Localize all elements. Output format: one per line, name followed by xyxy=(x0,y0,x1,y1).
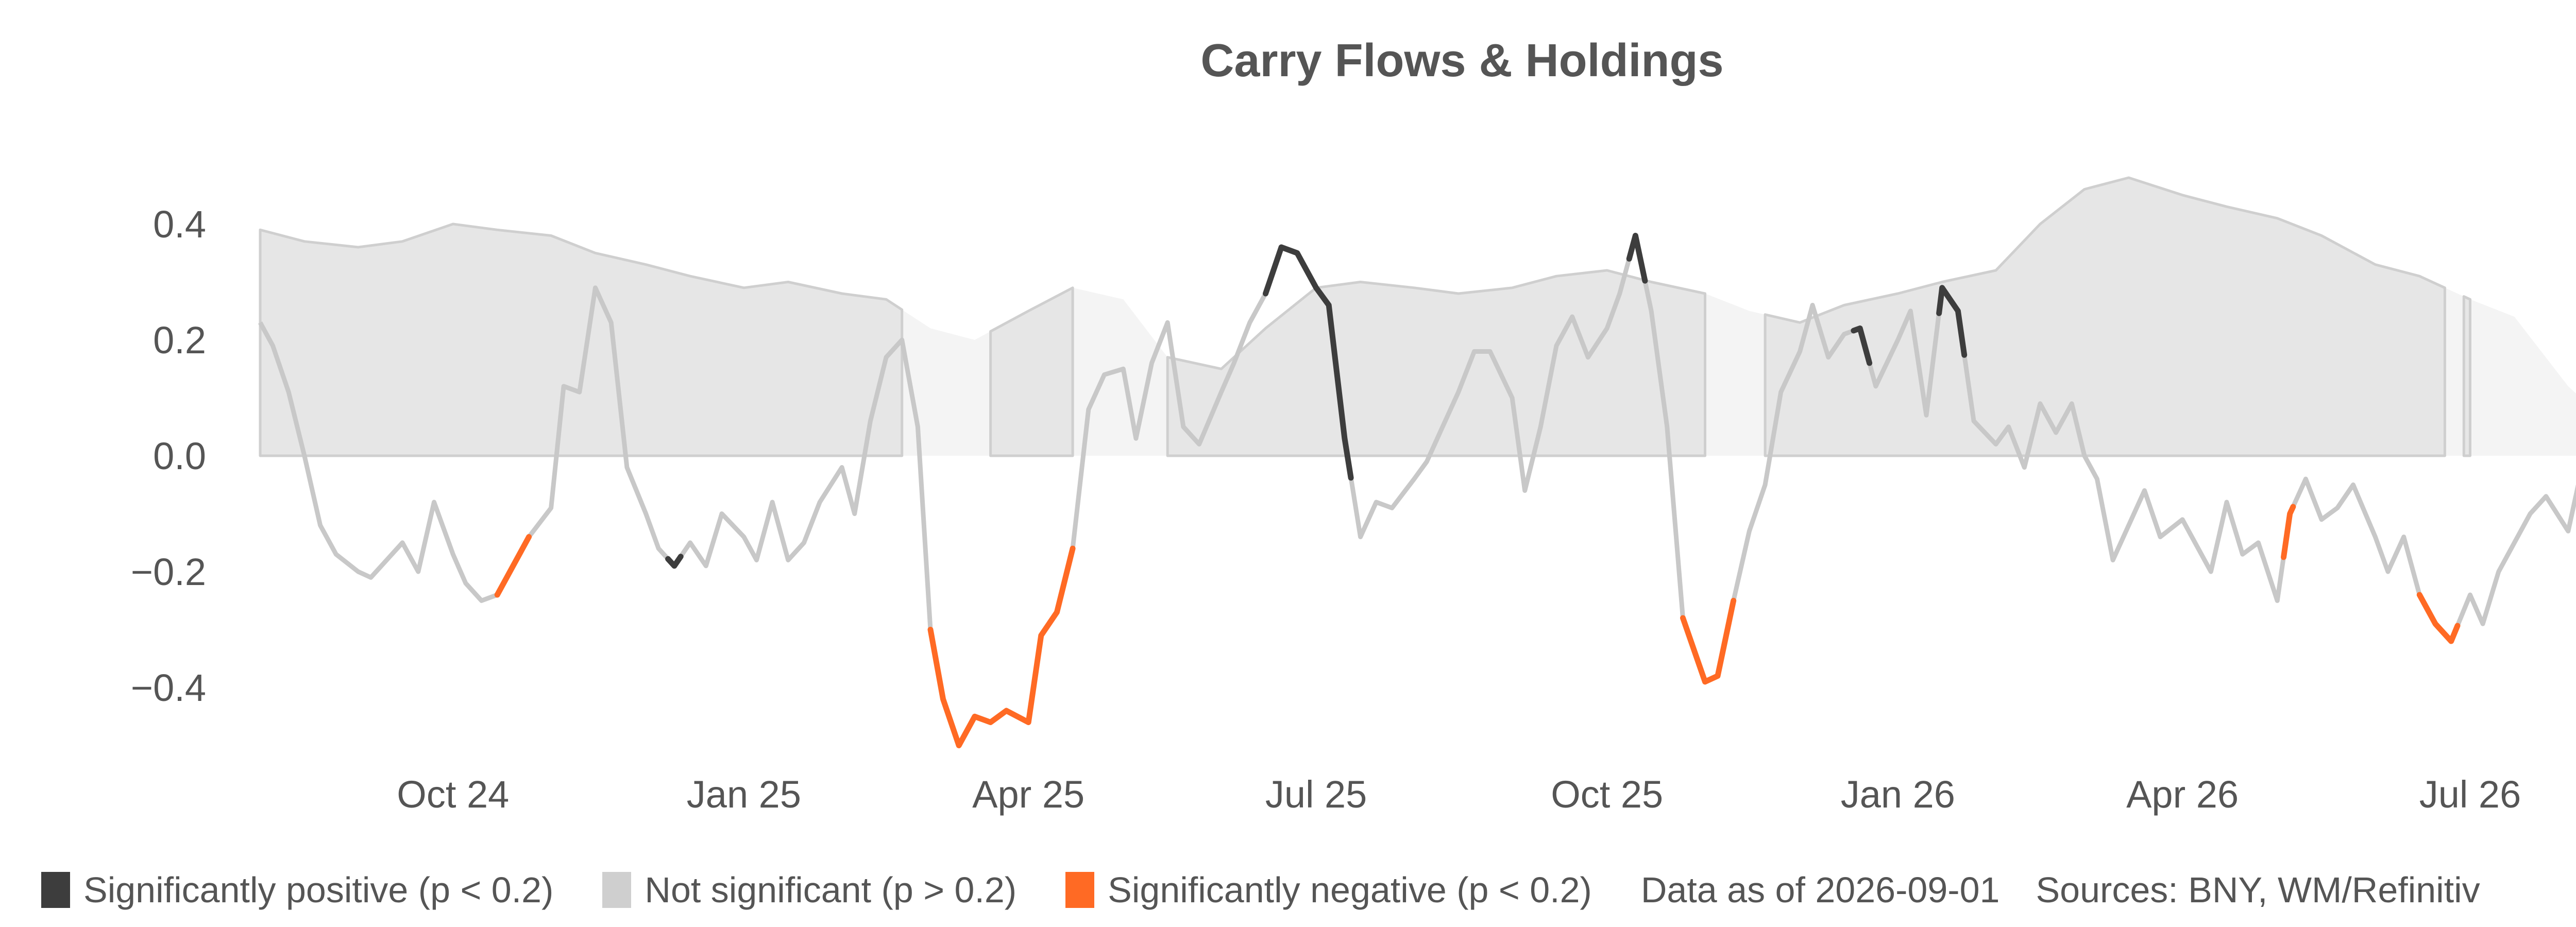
legend-swatch-negative xyxy=(1065,872,1095,908)
legend-item-negative: Significantly negative (p < 0.2) xyxy=(1065,869,1592,911)
flows-significant-negative-1 xyxy=(927,545,1076,748)
holdings-area-3 xyxy=(1764,176,2446,457)
legend-swatch-not-significant xyxy=(602,872,632,908)
legend-swatch-positive xyxy=(41,872,70,908)
flows-significant-negative-3 xyxy=(2281,504,2296,560)
flows-significant-positive-2 xyxy=(1626,233,1648,284)
flows-significant-negative-0 xyxy=(494,534,532,598)
flows-significant-positive-1 xyxy=(1263,244,1354,481)
holdings-area-layer xyxy=(259,176,2576,457)
legend-item-not-significant: Not significant (p > 0.2) xyxy=(602,869,1016,911)
y-tick-label: 0.2 xyxy=(153,319,206,362)
x-tick-label: Jul 26 xyxy=(2419,773,2521,816)
x-tick-label: Jan 25 xyxy=(687,773,801,816)
flows-line-layer xyxy=(258,233,2576,748)
x-tick-label: Jul 25 xyxy=(1265,773,1367,816)
flows-significant-positive-4 xyxy=(1936,285,1968,358)
x-tick-label: Apr 25 xyxy=(972,773,1084,816)
x-tick-label: Jan 26 xyxy=(1841,773,1955,816)
legend-item-positive: Significantly positive (p < 0.2) xyxy=(41,869,553,911)
x-tick-label: Apr 26 xyxy=(2126,773,2239,816)
legend-label-not-significant: Not significant (p > 0.2) xyxy=(645,870,1017,910)
flows-significant-negative-2 xyxy=(1680,597,1737,685)
sources-note: Sources: BNY, WM/Refinitiv xyxy=(2036,870,2480,910)
legend-label-negative: Significantly negative (p < 0.2) xyxy=(1108,870,1592,910)
holdings-area-0 xyxy=(259,222,904,457)
flows-significant-positive-3 xyxy=(1851,325,1873,366)
chart-legend: Significantly positive (p < 0.2) Not sig… xyxy=(41,869,2516,911)
y-axis-ticks: 0.4 0.2 0.0 −0.2 −0.4 xyxy=(131,203,206,709)
chart-title: Carry Flows & Holdings xyxy=(1200,35,1723,87)
flows-significant-negative-4 xyxy=(2416,592,2461,644)
data-as-of-note: Data as of 2026-09-01 xyxy=(1640,870,2000,910)
x-tick-label: Oct 25 xyxy=(1551,773,1663,816)
x-tick-label: Oct 24 xyxy=(397,773,509,816)
y-tick-label: −0.4 xyxy=(131,666,206,709)
x-axis-ticks: Oct 24 Jan 25 Apr 25 Jul 25 Oct 25 Jan 26 Apr … xyxy=(397,773,2521,816)
holdings-area-2 xyxy=(1166,269,1706,457)
legend-label-positive: Significantly positive (p < 0.2) xyxy=(83,870,554,910)
y-tick-label: 0.4 xyxy=(153,203,206,246)
y-tick-label: 0.0 xyxy=(153,435,206,477)
flows-line xyxy=(258,233,2576,748)
holdings-area-4 xyxy=(2462,295,2471,457)
y-tick-label: −0.2 xyxy=(131,551,206,593)
holdings-area-1 xyxy=(989,286,1074,457)
flows-significant-positive-0 xyxy=(665,554,684,569)
